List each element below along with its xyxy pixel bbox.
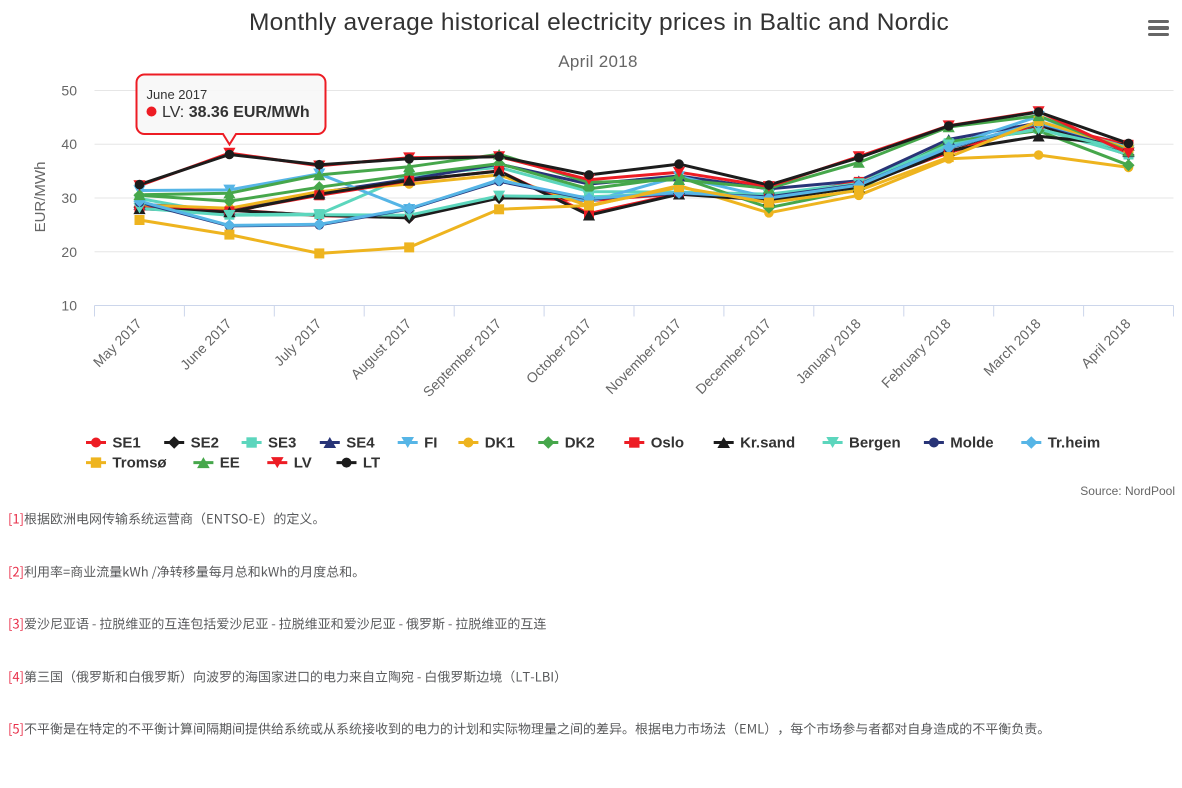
svg-text:50: 50 — [61, 83, 77, 99]
svg-text:SE4: SE4 — [346, 435, 375, 452]
svg-text:LV: 38.36 EUR/MWh: LV: 38.36 EUR/MWh — [162, 104, 310, 121]
svg-text:April 2018: April 2018 — [1078, 315, 1134, 371]
svg-text:FI: FI — [424, 435, 437, 452]
svg-text:Bergen: Bergen — [849, 435, 901, 452]
svg-text:February 2018: February 2018 — [878, 315, 954, 391]
svg-text:September 2017: September 2017 — [420, 315, 505, 400]
svg-text:20: 20 — [61, 244, 77, 260]
svg-text:30: 30 — [61, 190, 77, 206]
svg-text:EUR/MWh: EUR/MWh — [32, 162, 49, 233]
svg-text:July 2017: July 2017 — [271, 315, 325, 369]
svg-text:November 2017: November 2017 — [602, 315, 684, 397]
svg-text:Kr.sand: Kr.sand — [740, 435, 795, 452]
svg-text:Molde: Molde — [950, 435, 993, 452]
svg-text:January 2018: January 2018 — [793, 315, 864, 386]
svg-text:June 2017: June 2017 — [147, 87, 208, 102]
svg-text:Source: NordPool: Source: NordPool — [1080, 484, 1175, 498]
svg-text:SE2: SE2 — [191, 435, 219, 452]
svg-text:March 2018: March 2018 — [980, 315, 1044, 379]
svg-text:10: 10 — [61, 298, 77, 314]
svg-text:May 2017: May 2017 — [90, 315, 145, 370]
svg-text:DK1: DK1 — [485, 435, 515, 452]
svg-text:August 2017: August 2017 — [347, 315, 414, 382]
svg-text:40: 40 — [61, 136, 77, 152]
svg-text:October 2017: October 2017 — [523, 315, 594, 386]
svg-text:SE1: SE1 — [112, 435, 140, 452]
svg-text:EE: EE — [220, 455, 240, 472]
svg-text:SE3: SE3 — [268, 435, 296, 452]
svg-text:LT: LT — [363, 455, 380, 472]
svg-text:December 2017: December 2017 — [692, 315, 774, 397]
svg-text:Oslo: Oslo — [651, 435, 684, 452]
svg-text:DK2: DK2 — [565, 435, 595, 452]
svg-text:June 2017: June 2017 — [177, 315, 235, 373]
svg-text:LV: LV — [294, 455, 312, 472]
svg-text:Tromsø: Tromsø — [112, 455, 167, 472]
svg-text:Tr.heim: Tr.heim — [1048, 435, 1101, 452]
